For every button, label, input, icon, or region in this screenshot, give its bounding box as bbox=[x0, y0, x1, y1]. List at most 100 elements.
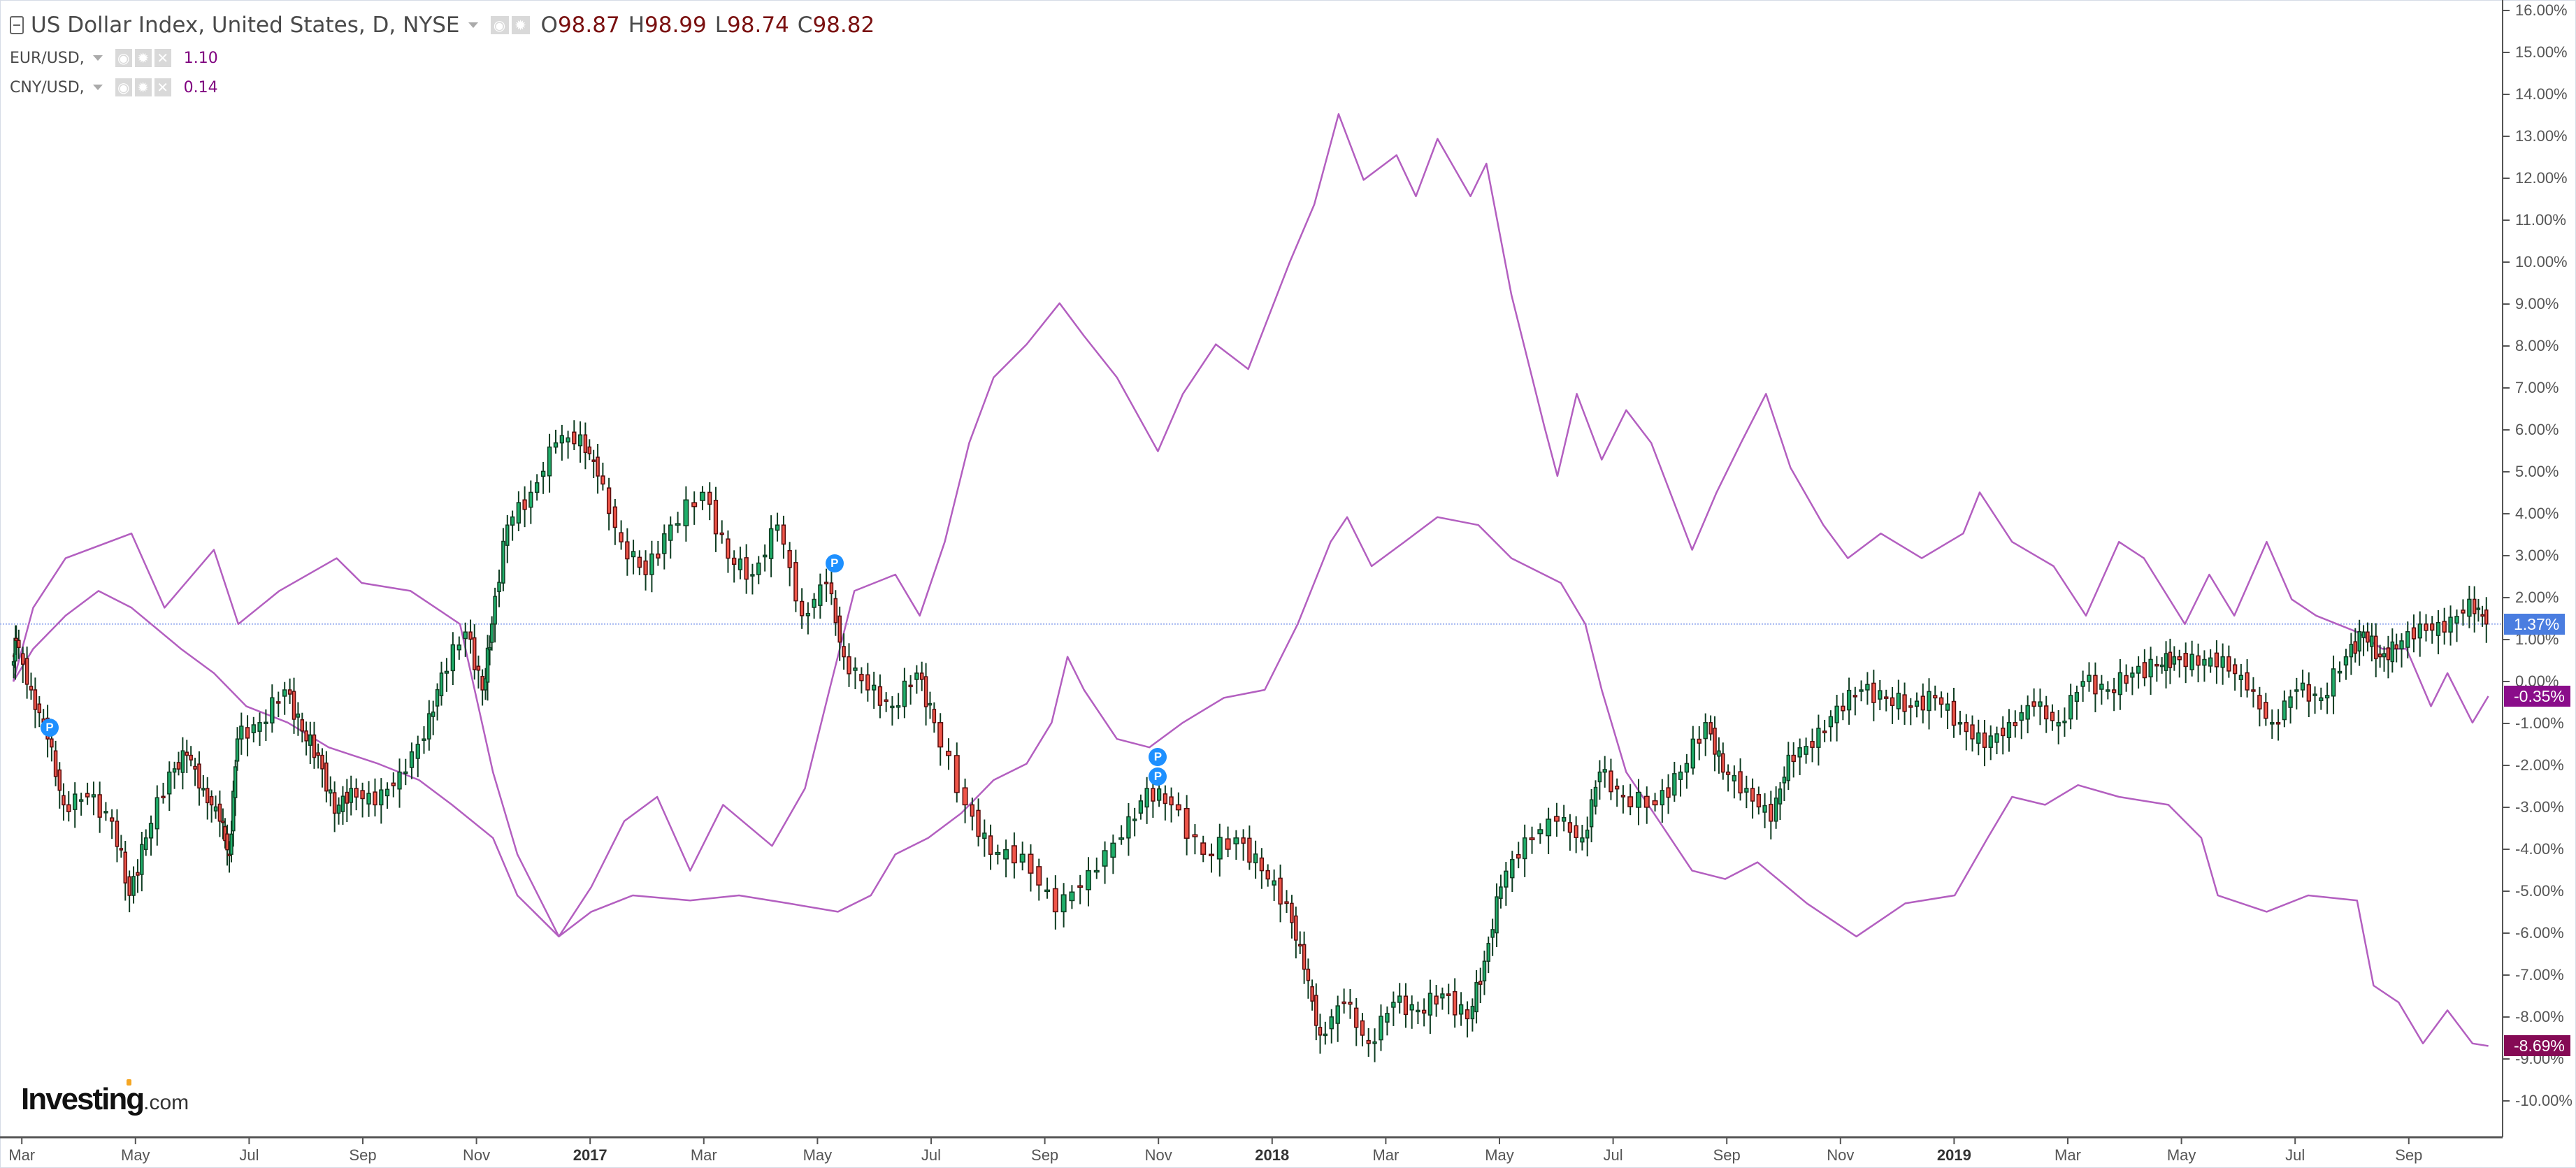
candle-body bbox=[489, 623, 494, 643]
candle-body bbox=[1183, 807, 1190, 839]
collapse-legend-icon[interactable] bbox=[10, 16, 24, 34]
candle-body bbox=[1247, 837, 1252, 863]
candle-body bbox=[1816, 728, 1821, 748]
main-series-title[interactable]: US Dollar Index, United States, D, NYSE bbox=[31, 13, 460, 38]
candle-body bbox=[2319, 697, 2324, 702]
candle-body bbox=[1690, 738, 1696, 769]
event-marker[interactable]: P bbox=[1149, 767, 1167, 786]
candle-body bbox=[1778, 788, 1783, 805]
candle-body bbox=[2373, 635, 2378, 660]
candle-body bbox=[2257, 695, 2262, 709]
candle-body bbox=[1169, 796, 1174, 806]
candle-body bbox=[444, 670, 449, 674]
y-tick-label: 13.00% bbox=[2515, 127, 2568, 145]
candle-body bbox=[2050, 712, 2055, 721]
candle-body bbox=[1666, 787, 1671, 798]
event-marker[interactable]: P bbox=[1149, 748, 1167, 766]
candle-body bbox=[1804, 746, 1808, 755]
chevron-down-icon[interactable] bbox=[468, 22, 478, 28]
event-marker[interactable]: P bbox=[825, 554, 844, 572]
eye-icon[interactable]: ◉ bbox=[490, 16, 509, 34]
overlay-symbol[interactable]: CNY/USD, bbox=[10, 78, 85, 96]
candle-body bbox=[1144, 788, 1149, 808]
candle-body bbox=[847, 656, 851, 675]
overlay-legend-cnyusd: CNY/USD, ◉ ✹ ✕ 0.14 bbox=[10, 78, 218, 96]
candle-body bbox=[1069, 891, 1075, 902]
candle-body bbox=[1597, 771, 1602, 783]
candle-body bbox=[1884, 696, 1889, 699]
candle-body bbox=[818, 584, 823, 606]
candle-body bbox=[1102, 850, 1108, 867]
candle-body bbox=[1446, 993, 1451, 996]
candle-body bbox=[2377, 654, 2382, 658]
gear-icon[interactable]: ✹ bbox=[134, 49, 152, 67]
candle-body bbox=[1589, 799, 1594, 828]
overlay-symbol[interactable]: EUR/USD, bbox=[10, 49, 85, 67]
candle-body bbox=[1360, 1020, 1365, 1036]
candle-body bbox=[1988, 735, 1993, 748]
chevron-down-icon[interactable] bbox=[92, 55, 103, 61]
candle-body bbox=[2461, 610, 2466, 614]
candle-body bbox=[1510, 858, 1515, 879]
chevron-down-icon[interactable] bbox=[92, 85, 103, 90]
candle-body bbox=[587, 446, 592, 454]
candle-body bbox=[308, 734, 312, 746]
candle-body bbox=[119, 848, 124, 851]
candle-body bbox=[600, 475, 605, 485]
candle-body bbox=[1200, 842, 1207, 855]
candle-body bbox=[1192, 834, 1198, 837]
close-icon[interactable]: ✕ bbox=[154, 49, 171, 67]
candle-body bbox=[691, 502, 698, 507]
eye-icon[interactable]: ◉ bbox=[115, 49, 132, 67]
candle-body bbox=[62, 795, 66, 806]
candle-body bbox=[1871, 682, 1876, 703]
candle-body bbox=[799, 600, 805, 617]
y-tick-label: 4.00% bbox=[2515, 505, 2559, 522]
candle-body bbox=[1660, 790, 1664, 806]
candle-body bbox=[2001, 727, 2006, 737]
candle-body bbox=[505, 524, 510, 546]
candle-body bbox=[485, 647, 490, 683]
candle-body bbox=[872, 684, 877, 691]
candle-body bbox=[859, 674, 864, 682]
candle-body bbox=[522, 499, 527, 510]
candle-body bbox=[1652, 800, 1658, 806]
candle-body bbox=[1209, 853, 1214, 856]
candle-body bbox=[1265, 870, 1270, 880]
candle-body bbox=[775, 524, 780, 531]
candle-body bbox=[161, 795, 166, 799]
y-tick-label: -5.00% bbox=[2515, 882, 2564, 900]
low-value: 98.74 bbox=[727, 13, 789, 38]
candle-body bbox=[1126, 816, 1131, 839]
gear-icon[interactable]: ✹ bbox=[134, 78, 152, 96]
candle-body bbox=[534, 482, 540, 493]
candle-body bbox=[812, 598, 816, 608]
candle-body bbox=[1627, 796, 1634, 807]
candle-body bbox=[1562, 817, 1567, 822]
gear-icon[interactable]: ✹ bbox=[511, 16, 530, 34]
close-icon[interactable]: ✕ bbox=[154, 78, 171, 96]
candle-body bbox=[2093, 675, 2098, 695]
eye-icon[interactable]: ◉ bbox=[115, 78, 132, 96]
y-tick-label: -10.00% bbox=[2515, 1092, 2573, 1109]
candle-body bbox=[625, 541, 630, 560]
candle-body bbox=[837, 615, 842, 643]
candle-body bbox=[1865, 684, 1870, 691]
candle-body bbox=[1744, 788, 1749, 793]
candle-body bbox=[189, 754, 193, 760]
candle-body bbox=[1060, 894, 1067, 913]
candle-body bbox=[1976, 732, 1981, 744]
candle-body bbox=[946, 751, 951, 756]
candle-body bbox=[2154, 663, 2159, 667]
event-marker[interactable]: P bbox=[41, 719, 59, 737]
candle-body bbox=[229, 833, 233, 855]
candle-body bbox=[78, 799, 84, 802]
candle-body bbox=[865, 674, 870, 691]
x-tick-label: Mar bbox=[8, 1146, 36, 1164]
candle-body bbox=[1077, 885, 1084, 888]
y-tick-label: -6.00% bbox=[2515, 924, 2564, 942]
y-tick-label: 12.00% bbox=[2515, 169, 2568, 187]
candle-body bbox=[1738, 771, 1743, 794]
candle-body bbox=[1151, 788, 1156, 802]
